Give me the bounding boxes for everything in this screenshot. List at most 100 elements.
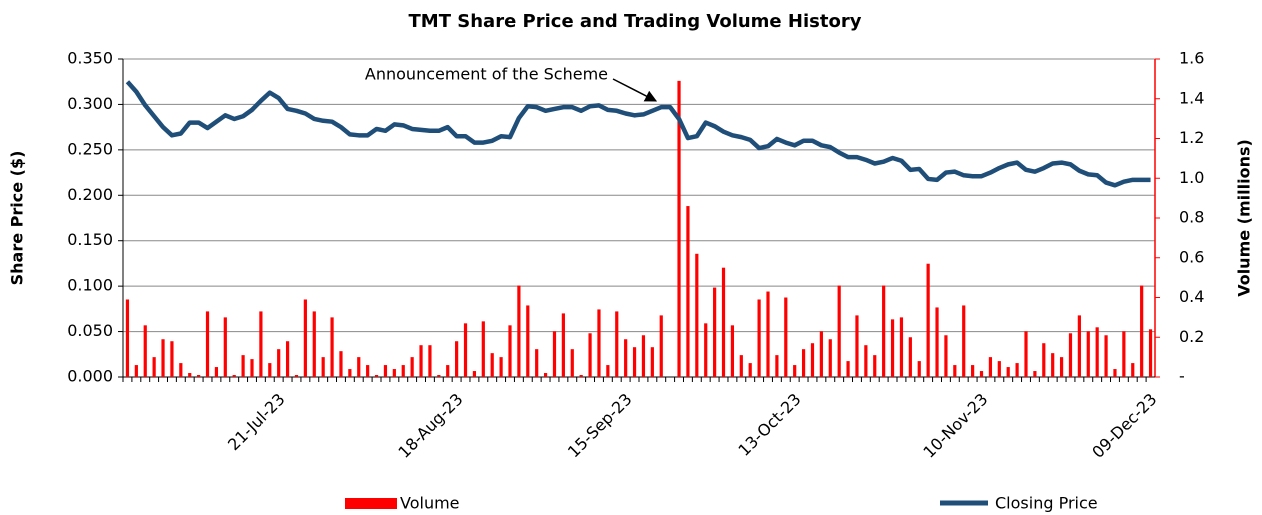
bar [499, 357, 503, 377]
bar [455, 341, 459, 377]
bar [1051, 353, 1055, 377]
bar [944, 335, 948, 377]
bar [846, 361, 850, 377]
y2-tick-label: 0.6 [1179, 247, 1204, 266]
bar [917, 361, 921, 377]
y-tick-label: 0.200 [67, 185, 113, 204]
bar [223, 317, 227, 377]
x-tick-label: 10-Nov-23 [919, 390, 991, 462]
bar [739, 355, 743, 377]
bar [979, 371, 984, 377]
bar [214, 367, 219, 377]
bar [294, 375, 299, 377]
y-tick-label: 0.150 [67, 230, 113, 249]
bar [908, 337, 912, 377]
y-tick-label: 0.250 [67, 139, 113, 158]
bar [793, 365, 797, 377]
bar [259, 311, 263, 377]
bar [1113, 369, 1117, 377]
bar [303, 299, 307, 377]
y2-axis-title: Volume (millions) [1235, 139, 1254, 297]
bar [1042, 343, 1046, 377]
y2-tick-label: 1.0 [1179, 168, 1204, 187]
y2-tick-label: 0.2 [1179, 327, 1204, 346]
y-axis-title: Share Price ($) [8, 151, 27, 286]
bar [632, 347, 637, 377]
bar [463, 323, 468, 377]
bar [1122, 331, 1126, 377]
bar [1059, 357, 1064, 377]
bar [410, 357, 414, 377]
bar [250, 359, 254, 377]
bar [855, 315, 859, 377]
y2-tick-label: 1.4 [1179, 88, 1204, 107]
bar [873, 355, 877, 377]
y-tick-label: 0.000 [67, 367, 113, 386]
bar [1015, 363, 1019, 377]
chart-title: TMT Share Price and Trading Volume Histo… [409, 11, 862, 32]
bar [748, 363, 752, 377]
bar [339, 351, 343, 377]
bar [561, 313, 565, 377]
x-tick-label: 13-Oct-23 [734, 390, 804, 460]
bar [197, 375, 201, 377]
bar [882, 285, 886, 377]
bar [1068, 333, 1073, 377]
x-tick-label: 15-Sep-23 [564, 390, 636, 462]
bar [1131, 363, 1135, 377]
bar [570, 349, 574, 377]
bar [624, 339, 628, 377]
bar [241, 355, 245, 377]
bar [1148, 329, 1153, 377]
bar [481, 321, 485, 377]
bar [579, 375, 583, 377]
bar [383, 365, 388, 377]
bar [1077, 315, 1081, 377]
bar [606, 365, 610, 377]
x-tick-label: 18-Aug-23 [394, 390, 466, 462]
bar [205, 311, 210, 377]
legend-label: Closing Price [995, 494, 1098, 513]
bar [997, 361, 1001, 377]
bar [312, 311, 316, 377]
y-tick-label: 0.050 [67, 321, 113, 340]
bar [321, 357, 325, 377]
bar [597, 309, 601, 377]
bar [357, 357, 361, 377]
bar [1006, 367, 1010, 377]
bar [348, 369, 352, 377]
bar [517, 285, 521, 377]
x-tick-label: 09-Dec-23 [1088, 390, 1160, 462]
line [125, 80, 1151, 188]
bar [766, 291, 770, 377]
bar [819, 331, 823, 377]
bar [170, 341, 174, 377]
bar [1033, 371, 1037, 377]
bar [926, 263, 930, 377]
bar [143, 325, 147, 377]
bar [472, 371, 477, 377]
bar [392, 369, 396, 377]
y2-tick-label: 0.4 [1179, 287, 1204, 306]
bar [1024, 331, 1028, 377]
bar [419, 345, 423, 377]
bar [588, 333, 592, 377]
bar [508, 325, 512, 377]
annotation: Announcement of the Scheme [365, 65, 608, 84]
bar [704, 323, 708, 377]
bar [935, 307, 939, 377]
bar [962, 305, 966, 377]
bar [188, 373, 192, 377]
y-tick-label: 0.100 [67, 276, 113, 295]
bar [837, 285, 841, 377]
legend-swatch [345, 498, 397, 509]
bar [1140, 285, 1144, 377]
bar [650, 347, 654, 377]
bar [446, 365, 450, 377]
bar [757, 299, 761, 377]
bar [285, 341, 290, 377]
bar [268, 363, 272, 377]
bar [490, 353, 494, 377]
bar [277, 349, 281, 377]
